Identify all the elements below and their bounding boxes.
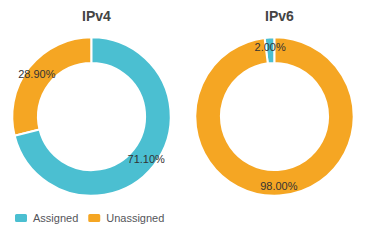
svg-text:IPv6: IPv6 — [265, 8, 294, 24]
svg-text:Assigned: Assigned — [33, 212, 78, 224]
svg-text:IPv4: IPv4 — [82, 8, 111, 24]
svg-text:71.10%: 71.10% — [128, 153, 166, 165]
svg-text:98.00%: 98.00% — [260, 180, 298, 192]
svg-text:Unassigned: Unassigned — [106, 212, 164, 224]
svg-text:2.00%: 2.00% — [255, 41, 286, 53]
svg-text:28.90%: 28.90% — [18, 68, 56, 80]
